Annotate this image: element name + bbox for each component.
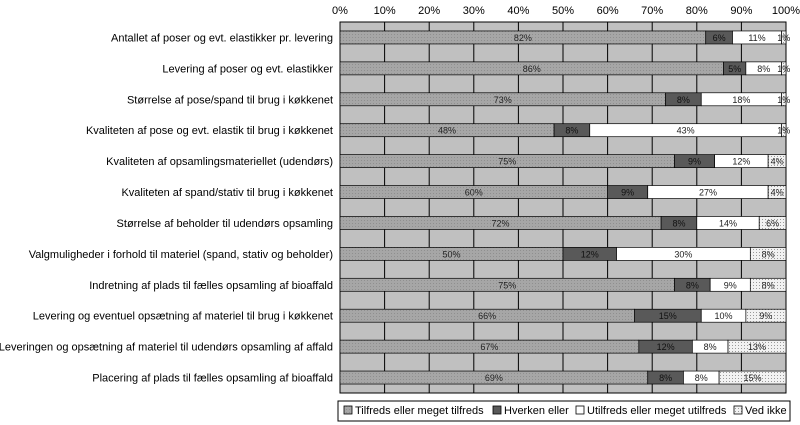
x-tick-label: 100% — [772, 5, 800, 17]
data-label: 13% — [748, 342, 766, 352]
data-label: 18% — [732, 95, 750, 105]
data-label: 9% — [759, 311, 772, 321]
data-label: 8% — [565, 126, 578, 136]
data-label: 12% — [657, 342, 675, 352]
data-label: 48% — [438, 126, 456, 136]
x-tick-label: 30% — [463, 5, 485, 17]
data-label: 5% — [728, 64, 741, 74]
legend-swatch — [575, 405, 585, 415]
data-label: 75% — [498, 280, 516, 290]
category-label: Størrelse af pose/spand til brug i køkke… — [127, 94, 333, 106]
legend-swatch — [492, 405, 502, 415]
legend: Tilfreds eller meget tilfreds Hverken ell… — [337, 400, 791, 422]
data-label: 11% — [748, 33, 765, 43]
data-label: 9% — [688, 157, 701, 167]
category-label: Valgmuligheder i forhold til materiel (s… — [29, 249, 333, 261]
bar-segment — [767, 154, 787, 168]
legend-label: Hverken eller — [504, 405, 569, 417]
data-label: 6% — [713, 33, 726, 43]
x-tick-label: 70% — [641, 5, 663, 17]
legend-box — [337, 400, 791, 422]
data-label: 67% — [480, 342, 498, 352]
data-label: 8% — [762, 249, 775, 259]
category-label: Kvaliteten af pose og evt. elastik til b… — [86, 125, 333, 137]
category-label: Levering og eventuel opsætning af materi… — [33, 311, 333, 323]
data-label: 30% — [674, 249, 692, 259]
bar-segment — [767, 185, 787, 199]
x-tick-label: 40% — [507, 5, 529, 17]
legend-label: Utilfreds eller meget utilfreds — [587, 405, 727, 417]
bar-segment — [749, 277, 787, 292]
data-label: 8% — [757, 64, 770, 74]
data-label: 8% — [677, 95, 690, 105]
x-tick-label: 90% — [730, 5, 752, 17]
data-label: 27% — [699, 188, 717, 198]
bar-segment — [718, 370, 787, 385]
category-label: Kvaliteten af spand/stativ til brug i kø… — [121, 187, 333, 199]
x-tick-label: 0% — [332, 5, 348, 17]
data-label: 8% — [762, 280, 775, 290]
data-label: 8% — [695, 373, 708, 383]
category-label: Kvaliteten af opsamlingsmateriellet (ude… — [106, 156, 333, 168]
x-tick-label: 10% — [374, 5, 396, 17]
data-label: 14% — [719, 218, 737, 228]
data-label: 1% — [777, 95, 790, 105]
data-label: 9% — [621, 188, 634, 198]
data-label: 12% — [581, 249, 599, 259]
gridlines — [339, 22, 787, 393]
data-label: 8% — [704, 342, 717, 352]
data-label: 72% — [492, 218, 510, 228]
x-axis-ticks: 0% 10% 20% 30% 40% 50% 60% 70% 80% 90% 100% — [332, 5, 800, 17]
x-tick-label: 60% — [597, 5, 619, 17]
x-tick-label: 80% — [686, 5, 708, 17]
bars: 82% 6% 11% 1% 86% 5% 8% 1% 73% 8% 18% 1% 48% 8% 43% 1% 7… — [339, 30, 790, 385]
category-label: Leveringen og opsætning af materiel til … — [0, 342, 333, 354]
data-label: 82% — [514, 33, 532, 43]
bar-segment — [745, 308, 787, 323]
data-label: 15% — [744, 373, 762, 383]
bar-segment — [727, 339, 787, 354]
bar-segment — [781, 61, 787, 76]
data-label: 1% — [777, 33, 790, 43]
data-label: 8% — [686, 280, 699, 290]
data-label: 73% — [494, 95, 512, 105]
bar-segment — [749, 247, 787, 261]
legend-label: Tilfreds eller meget tilfreds — [355, 405, 484, 417]
category-label: Indretning af plads til fælles opsamling… — [89, 280, 333, 292]
data-label: 12% — [732, 157, 750, 167]
data-label: 1% — [777, 126, 790, 136]
data-label: 15% — [659, 311, 677, 321]
legend-label: Ved ikke — [745, 405, 787, 417]
bar-segment — [781, 123, 787, 138]
bar-segment — [758, 216, 787, 230]
bar-segment — [781, 92, 787, 107]
data-label: 8% — [659, 373, 672, 383]
data-label: 10% — [715, 311, 733, 321]
legend-swatch — [343, 405, 353, 415]
data-label: 66% — [478, 311, 496, 321]
data-label: 8% — [672, 218, 685, 228]
category-label: Størrelse af beholder til udendørs opsam… — [117, 218, 333, 230]
x-tick-label: 50% — [552, 5, 574, 17]
category-label: Antallet af poser og evt. elastikker pr.… — [111, 32, 333, 44]
data-label: 4% — [771, 157, 784, 167]
category-label: Placering af plads til fælles opsamling … — [92, 373, 333, 385]
data-label: 9% — [724, 280, 737, 290]
data-label: 75% — [498, 157, 516, 167]
category-labels: Antallet af poser og evt. elastikker pr.… — [0, 32, 333, 384]
bar-segment — [781, 30, 787, 45]
data-label: 86% — [523, 64, 541, 74]
legend-swatch — [733, 405, 743, 415]
data-label: 69% — [485, 373, 503, 383]
data-label: 43% — [677, 126, 695, 136]
data-label: 6% — [766, 218, 779, 228]
data-label: 4% — [771, 188, 784, 198]
data-label: 50% — [442, 249, 460, 259]
data-label: 60% — [465, 188, 483, 198]
x-tick-label: 20% — [418, 5, 440, 17]
category-label: Levering af poser og evt. elastikker — [162, 63, 333, 75]
data-label: 1% — [777, 64, 790, 74]
